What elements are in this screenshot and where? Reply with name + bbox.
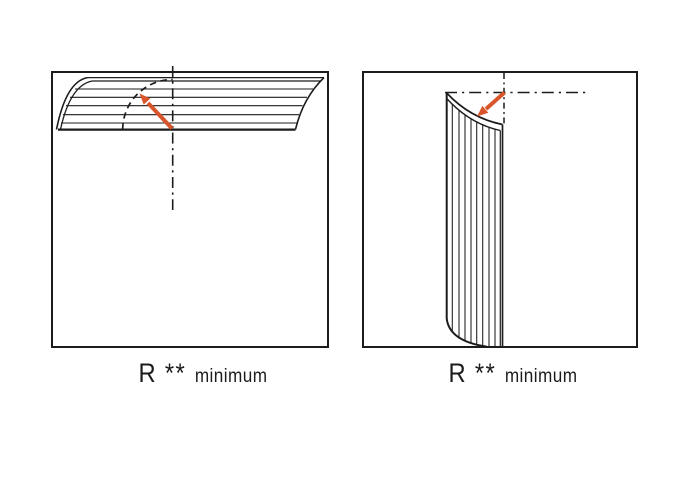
curled-sheet-vertical xyxy=(445,92,504,348)
bend-radius-arc xyxy=(121,78,173,130)
sheet-top-curl-outer xyxy=(446,92,503,126)
radius-arrow-icon xyxy=(477,91,506,117)
sheet-left-curl-inner xyxy=(59,80,93,130)
sheet-top-curl-inner xyxy=(446,98,501,132)
minimum-text: minimum xyxy=(504,365,578,387)
radius-arrow-shaft xyxy=(146,101,174,130)
diagram-vertical-bend xyxy=(362,71,638,348)
sheet-left-edge xyxy=(445,93,487,348)
radius-symbol: R ** xyxy=(138,358,187,388)
panel-outline-right xyxy=(362,71,638,348)
diagram-horizontal-bend xyxy=(51,66,329,348)
radius-symbol: R ** xyxy=(448,358,497,388)
label-right-minimum-radius: R ** minimum xyxy=(416,360,610,387)
curled-sheet-horizontal xyxy=(55,76,325,131)
label-left-minimum-radius: R ** minimum xyxy=(106,360,300,387)
radius-arrow-head xyxy=(477,105,489,117)
radius-arrow-head xyxy=(139,93,151,105)
sheet-right-curve xyxy=(294,77,325,130)
minimum-text: minimum xyxy=(194,365,268,387)
sheet-left-curl-outer xyxy=(55,76,88,130)
panel-outline-left xyxy=(51,71,329,348)
radius-arrow-shaft xyxy=(484,91,506,111)
radius-arrow-icon xyxy=(139,93,174,130)
